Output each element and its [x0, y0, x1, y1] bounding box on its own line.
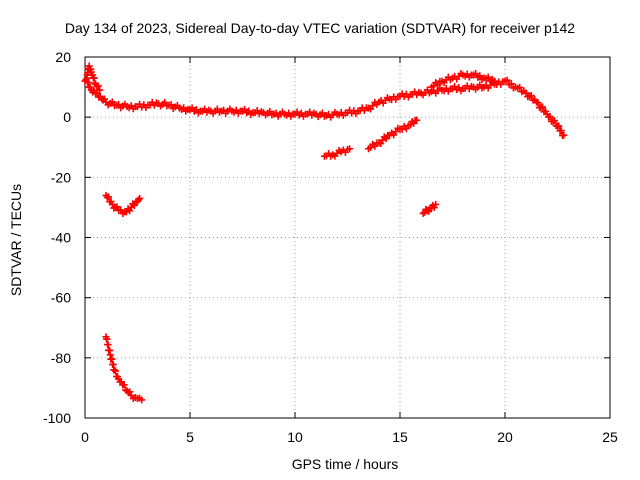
- data-point: [117, 206, 125, 214]
- data-point: [136, 194, 144, 202]
- x-tick-label: 25: [602, 429, 618, 445]
- data-point: [110, 366, 118, 374]
- data-point: [516, 83, 524, 91]
- data-point: [130, 201, 138, 209]
- data-point: [96, 86, 104, 94]
- data-point: [135, 196, 143, 204]
- x-tick-label: 0: [81, 429, 89, 445]
- x-axis-label: GPS time / hours: [291, 456, 399, 472]
- x-tick-label: 5: [186, 429, 194, 445]
- data-point: [503, 76, 511, 84]
- x-tick-label: 20: [497, 429, 513, 445]
- data-point: [138, 396, 146, 404]
- chart-grid: [85, 57, 610, 418]
- series-arc-1: [102, 191, 144, 218]
- data-point: [539, 103, 546, 111]
- data-point: [120, 381, 128, 389]
- data-point: [476, 72, 484, 80]
- chart-points: [81, 62, 568, 404]
- data-point: [491, 77, 498, 85]
- x-tick-label: 10: [287, 429, 303, 445]
- y-axis-label: SDTVAR / TECUs: [8, 183, 24, 297]
- series-main-arc: [81, 74, 568, 140]
- series-arc-5: [419, 200, 440, 217]
- data-point: [472, 70, 480, 78]
- data-point: [94, 82, 102, 90]
- chart-title: Day 134 of 2023, Sidereal Day-to-day VTE…: [64, 20, 576, 36]
- data-point: [507, 80, 515, 88]
- data-point: [346, 145, 354, 153]
- data-point: [413, 116, 421, 124]
- data-point: [126, 388, 134, 396]
- y-tick-label: -20: [51, 169, 71, 185]
- data-point: [167, 101, 175, 109]
- data-point: [432, 200, 440, 208]
- y-tick-label: -40: [51, 230, 71, 246]
- y-tick-label: -80: [51, 350, 71, 366]
- data-point: [419, 209, 427, 217]
- data-point: [113, 203, 121, 211]
- data-point: [551, 117, 558, 125]
- series-arc-4: [365, 116, 421, 153]
- y-tick-label: -100: [43, 410, 71, 426]
- data-point: [560, 131, 568, 139]
- y-tick-label: 20: [55, 49, 71, 65]
- data-point: [555, 122, 563, 130]
- series-arc-3: [320, 145, 354, 160]
- chart-ticks: 0 5 10 15 20 25 -100 -80 -60 -40 -20 0 20: [43, 49, 618, 445]
- data-point: [546, 113, 554, 121]
- data-point: [111, 367, 119, 375]
- series-arc-2: [102, 333, 146, 404]
- data-point: [527, 92, 535, 100]
- data-point: [108, 98, 116, 106]
- x-tick-label: 15: [392, 429, 408, 445]
- series-upper-branches: [428, 70, 498, 91]
- data-point: [557, 127, 565, 135]
- data-point: [484, 73, 492, 81]
- y-tick-label: 0: [63, 109, 71, 125]
- y-tick-label: -60: [51, 290, 71, 306]
- data-point: [105, 193, 113, 201]
- data-point: [534, 99, 542, 107]
- series-early-spike: [83, 62, 104, 94]
